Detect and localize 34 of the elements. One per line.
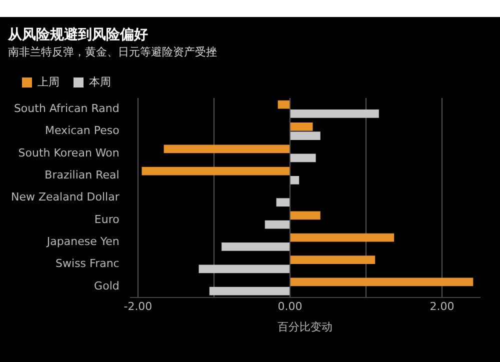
- x-tick-label: -2.00: [124, 300, 152, 314]
- bar: [198, 264, 290, 274]
- bar: [290, 154, 316, 162]
- bar: [264, 220, 290, 229]
- y-tick-label: Brazilian Real: [44, 168, 120, 182]
- x-tick-label: 2.00: [430, 300, 454, 314]
- y-tick-label: Swiss Franc: [56, 257, 120, 270]
- y-tick-label: South Korean Won: [18, 146, 120, 160]
- bar: [142, 166, 290, 176]
- bar: [290, 132, 320, 140]
- bar: [290, 122, 313, 131]
- bar: [290, 233, 394, 242]
- y-tick-label: Mexican Peso: [44, 124, 120, 138]
- bar: [290, 278, 474, 286]
- bar: [290, 109, 379, 118]
- chart-title: 从风险规避到风险偏好: [7, 26, 148, 44]
- bar: [276, 198, 290, 207]
- legend-label: 上周: [38, 75, 60, 88]
- y-tick-label: Gold: [94, 279, 120, 292]
- bar: [290, 176, 300, 184]
- y-tick-label: Euro: [94, 212, 120, 226]
- x-axis-title: 百分比变动: [278, 320, 333, 334]
- y-tick-label: New Zealand Dollar: [10, 190, 120, 204]
- bar: [290, 211, 320, 220]
- legend-label: 本周: [89, 75, 111, 88]
- bar: [278, 100, 290, 109]
- bar: [222, 242, 290, 251]
- x-tick-label: 0.00: [278, 300, 302, 314]
- bar: [290, 256, 376, 264]
- chart-subtitle: 南非兰特反弹，黄金、日元等避险资产受挫: [8, 45, 217, 58]
- y-tick-label: South African Rand: [14, 102, 120, 115]
- bar: [164, 144, 290, 154]
- y-tick-label: Japanese Yen: [46, 235, 120, 248]
- bar: [209, 286, 290, 296]
